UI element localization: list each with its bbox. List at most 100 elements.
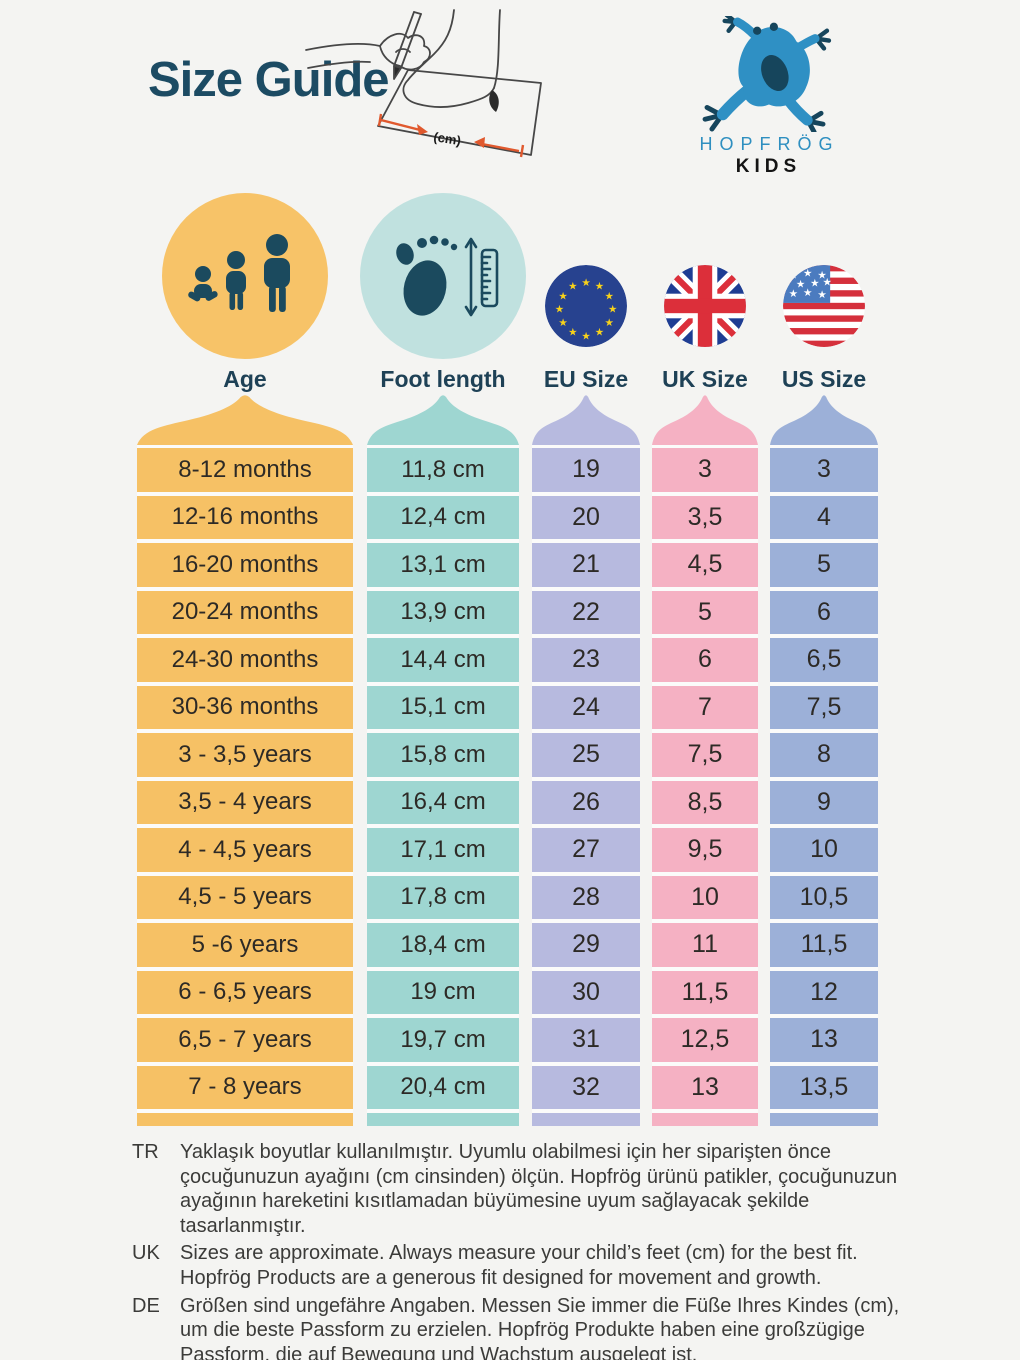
cell-uk-row2: 3,5 [652, 495, 758, 539]
svg-text:★: ★ [803, 268, 812, 279]
cell-age-row5: 24-30 months [137, 638, 353, 682]
cell-foot-row11: 18,4 cm [367, 923, 519, 967]
cm-arrows [377, 113, 525, 158]
column-arch-uk [652, 395, 758, 445]
cell-us-row4: 6 [770, 590, 878, 634]
column-label-foot: Foot length [380, 366, 506, 392]
cell-us-row1: 3 [770, 448, 878, 492]
us-flag-icon: ★ ★ ★ ★ ★ ★ ★ ★ ★ [783, 265, 865, 347]
cell-age-row4: 20-24 months [137, 590, 353, 634]
cell-age-row3: 16-20 months [137, 543, 353, 587]
svg-text:★: ★ [568, 282, 577, 293]
eu-flag-icon: ★ ★ ★★ ★★ ★★ ★★ ★★ [545, 265, 627, 347]
column-cells-foot: 11,8 cm 12,4 cm 13,1 cm 13,9 cm 14,4 cm 15,1 … [367, 445, 519, 1126]
cell-eu-row7: 25 [532, 733, 640, 777]
svg-text:★: ★ [604, 318, 613, 329]
column-icon-area-age [137, 193, 353, 365]
cell-uk-row14: 13 [652, 1065, 758, 1109]
heel-shadow [489, 90, 499, 112]
us-flag-circle: ★ ★ ★ ★ ★ ★ ★ ★ ★ [783, 265, 865, 347]
cell-uk-row5: 6 [652, 638, 758, 682]
brand-logo: HOPFRÖG KIDS [666, 16, 866, 178]
footnote-de: DE Größen sind ungefähre Angaben. Messen … [132, 1294, 907, 1360]
svg-text:★: ★ [822, 278, 831, 289]
cell-foot-row14: 20,4 cm [367, 1065, 519, 1109]
column-label-us: US Size [781, 366, 867, 392]
footnote-text: Größen sind ungefähre Angaben. Messen Si… [180, 1294, 900, 1360]
cell-foot-row4: 13,9 cm [367, 590, 519, 634]
pencil-icon [393, 11, 422, 80]
cell-eu-row8: 26 [532, 780, 640, 824]
cell-us-row3: 5 [770, 543, 878, 587]
cm-label: (cm) [433, 129, 462, 148]
column-arch-eu [532, 395, 640, 445]
cell-eu-row10: 28 [532, 875, 640, 919]
cell-us-row14: 13,5 [770, 1065, 878, 1109]
cell-eu-row12: 30 [532, 970, 640, 1014]
cell-age-row2: 12-16 months [137, 495, 353, 539]
cell-foot-row6: 15,1 cm [367, 685, 519, 729]
footnote-lang-label: TR [132, 1141, 159, 1163]
cell-foot-row12: 19 cm [367, 970, 519, 1014]
cell-age-row14: 7 - 8 years [137, 1065, 353, 1109]
column-cells-eu: 19 20 21 22 23 24 25 26 27 28 29 30 31 32 [532, 445, 640, 1126]
cutoff-row-strip-foot [367, 1113, 519, 1126]
svg-text:★: ★ [595, 328, 604, 339]
cell-foot-row10: 17,8 cm [367, 875, 519, 919]
cell-foot-row9: 17,1 cm [367, 828, 519, 872]
cell-age-row1: 8-12 months [137, 448, 353, 492]
cell-uk-row11: 11 [652, 923, 758, 967]
cutoff-row-strip-age [137, 1113, 353, 1126]
cell-age-row13: 6,5 - 7 years [137, 1018, 353, 1062]
footnotes: TR Yaklaşık boyutlar kullanılmıştır. Uyum… [132, 1140, 907, 1360]
cell-us-row12: 12 [770, 970, 878, 1014]
cell-foot-row3: 13,1 cm [367, 543, 519, 587]
cell-us-row7: 8 [770, 733, 878, 777]
cell-age-row7: 3 - 3,5 years [137, 733, 353, 777]
svg-text:★: ★ [595, 282, 604, 293]
cell-foot-row1: 11,8 cm [367, 448, 519, 492]
cell-us-row9: 10 [770, 828, 878, 872]
cell-us-row6: 7,5 [770, 685, 878, 729]
cell-us-row13: 13 [770, 1018, 878, 1062]
cell-eu-row2: 20 [532, 495, 640, 539]
cell-eu-row13: 31 [532, 1018, 640, 1062]
svg-text:★: ★ [789, 289, 798, 300]
cell-eu-row6: 24 [532, 685, 640, 729]
column-arch-age [137, 395, 353, 445]
cell-us-row10: 10,5 [770, 875, 878, 919]
uk-flag-icon [664, 265, 746, 347]
column-icon-area-us: ★ ★ ★ ★ ★ ★ ★ ★ ★ [770, 193, 878, 365]
cell-age-row6: 30-36 months [137, 685, 353, 729]
cutoff-row-strip-us [770, 1113, 878, 1126]
eu-flag-circle: ★ ★ ★ ★ ★ ★ ★ ★ ★ ★ ★ ★ [545, 265, 627, 347]
cell-us-row2: 4 [770, 495, 878, 539]
footnote-text: Sizes are approximate. Always measure yo… [180, 1242, 858, 1289]
column-icon-area-eu: ★ ★ ★ ★ ★ ★ ★ ★ ★ ★ ★ ★ [532, 193, 640, 365]
column-label-uk: UK Size [662, 366, 748, 392]
cell-uk-row3: 4,5 [652, 543, 758, 587]
cell-uk-row13: 12,5 [652, 1018, 758, 1062]
footnote-lang-label: UK [132, 1242, 160, 1265]
column-foot: Foot length 11,8 cm 12,4 cm 13,1 cm 13,9 cm 1… [360, 193, 526, 1126]
svg-text:★: ★ [817, 290, 826, 301]
cell-eu-row5: 23 [532, 638, 640, 682]
cutoff-row-strip-eu [532, 1113, 640, 1126]
column-cells-age: 8-12 months 12-16 months 16-20 months 20-24… [137, 445, 353, 1126]
column-label-eu: EU Size [543, 366, 629, 392]
cell-foot-row13: 19,7 cm [367, 1018, 519, 1062]
column-label-age: Age [223, 366, 267, 392]
cell-eu-row1: 19 [532, 448, 640, 492]
cell-uk-row8: 8,5 [652, 780, 758, 824]
cell-uk-row4: 5 [652, 590, 758, 634]
column-icon-area-uk [652, 193, 758, 365]
svg-text:★: ★ [608, 305, 617, 316]
cell-age-row8: 3,5 - 4 years [137, 780, 353, 824]
cell-uk-row6: 7 [652, 685, 758, 729]
footnote-text: Yaklaşık boyutlar kullanılmıştır. Uyumlu… [180, 1141, 898, 1237]
cell-foot-row2: 12,4 cm [367, 495, 519, 539]
svg-text:★: ★ [581, 278, 590, 289]
cell-uk-row12: 11,5 [652, 970, 758, 1014]
foot-ruler-icon [396, 235, 499, 317]
